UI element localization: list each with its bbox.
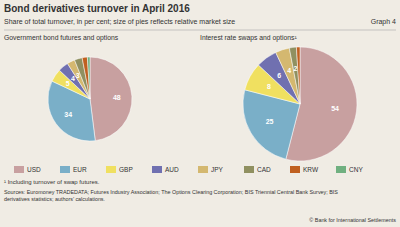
legend-swatch — [106, 166, 116, 173]
legend-swatch — [14, 166, 24, 173]
legend-swatch — [152, 166, 162, 173]
data-label: 8 — [267, 83, 271, 90]
subtitle: Share of total turnover, in per cent; si… — [4, 18, 235, 26]
pie-title: Government bond futures and options — [4, 34, 119, 42]
legend-label: GBP — [119, 166, 133, 173]
legend-label: KRW — [303, 166, 319, 173]
title: Bond derivatives turnover in April 2016 — [4, 3, 190, 14]
pie-slice: USD — [90, 57, 132, 141]
legend-swatch — [60, 166, 70, 173]
pie-slice: KRW — [82, 57, 90, 99]
legend-swatch — [244, 166, 254, 173]
data-label: 25 — [266, 118, 274, 125]
data-label: 4 — [71, 75, 75, 82]
data-label: 54 — [331, 105, 339, 112]
footnote: ¹ Including turnover of swap futures. — [4, 179, 100, 185]
pie: USDEURGBPAUDJPYCADKRWCNY — [48, 57, 132, 141]
separator — [4, 30, 396, 31]
data-label: 34 — [64, 111, 72, 118]
data-label: 2 — [294, 65, 298, 72]
legend-swatch — [290, 166, 300, 173]
pie-slice: KRW — [296, 47, 300, 104]
graph-label: Graph 4 — [371, 18, 396, 26]
legend-swatch — [336, 166, 346, 173]
data-label: 5 — [66, 80, 70, 87]
sources-line: Sources: Euromoney TRADEDATA; Futures In… — [4, 189, 338, 195]
pie-slice: CAD — [75, 58, 90, 99]
legend-label: EUR — [73, 166, 87, 173]
pie: USDEURGBPAUDJPYCADKRW — [243, 47, 357, 161]
pie-slice: JPY — [276, 48, 300, 104]
sources: Sources: Euromoney TRADEDATA; Futures In… — [4, 189, 338, 202]
data-label: 4 — [287, 67, 291, 74]
pie-slice: CAD — [289, 47, 300, 104]
data-label: 48 — [113, 94, 121, 101]
legend-swatch — [198, 166, 208, 173]
sources-line: derivatives statistics; authors’ calcula… — [4, 196, 105, 202]
pie-slice: CNY — [87, 57, 90, 99]
pie-title: Interest rate swaps and options¹ — [200, 34, 297, 42]
copyright: © Bank for International Settlements — [309, 217, 396, 223]
legend-label: CNY — [349, 166, 363, 173]
legend: USD EUR GBP AUD JPY CAD KRW CNY — [14, 166, 363, 173]
legend-label: AUD — [165, 166, 179, 173]
chart: Bond derivatives turnover in April 2016 S… — [0, 0, 400, 227]
legend-label: JPY — [211, 166, 224, 173]
legend-label: USD — [27, 166, 41, 173]
legend-label: CAD — [257, 166, 271, 173]
background — [0, 0, 400, 227]
data-label: 6 — [277, 72, 281, 79]
data-label: 3 — [76, 72, 80, 79]
